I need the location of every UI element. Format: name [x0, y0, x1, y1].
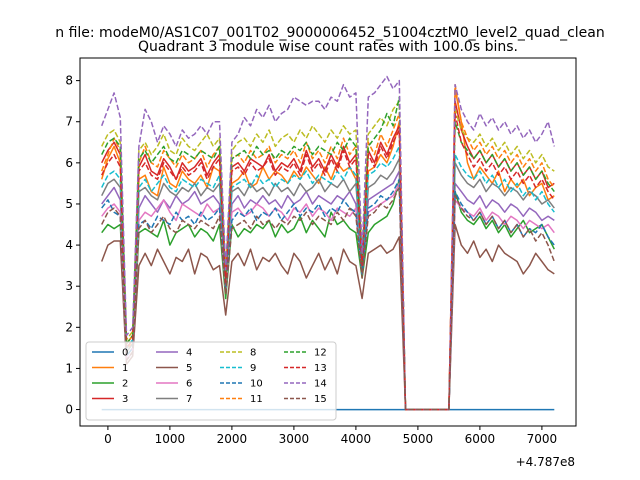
legend-label: 7: [186, 394, 192, 405]
series-line-11: [100, 83, 555, 411]
legend-label: 5: [186, 363, 192, 374]
x-tick-label: 5000: [403, 432, 434, 446]
x-tick-label: 4000: [341, 432, 372, 446]
series-line-5: [100, 223, 555, 411]
x-tick-label: 7000: [527, 432, 558, 446]
y-tick-label: 8: [65, 74, 73, 88]
series-layer: [100, 75, 556, 411]
x-axis: 0 1000 2000 3000 4000 5000 6000 7000: [104, 426, 557, 446]
legend-label: 9: [250, 363, 256, 374]
series-line-7: [101, 157, 555, 411]
legend-box: [85, 341, 337, 421]
y-tick-label: 4: [65, 238, 73, 252]
series-line-9: [101, 145, 555, 411]
x-tick-label: 3000: [279, 432, 310, 446]
y-tick-label: 7: [65, 115, 73, 129]
series-line-6: [101, 182, 555, 411]
x-tick-label: 1000: [155, 432, 186, 446]
series-line-4: [101, 170, 555, 411]
y-axis: 0 1 2 3 4 5 6 7 8: [65, 74, 80, 417]
legend-label: 14: [314, 379, 327, 390]
series-line-14: [100, 75, 556, 411]
x-offset-label: +4.787e8: [516, 455, 575, 469]
y-tick-label: 3: [65, 279, 73, 293]
x-tick-label: 6000: [465, 432, 496, 446]
legend-label: 11: [250, 394, 263, 405]
y-tick-label: 0: [65, 403, 73, 417]
legend-label: 13: [314, 363, 327, 374]
legend-label: 15: [314, 394, 327, 405]
chart-suptitle: n file: modeM0/AS1C07_001T02_9000006452_…: [55, 25, 604, 41]
series-line-15: [101, 186, 556, 411]
y-tick-label: 1: [65, 361, 73, 375]
x-tick-label: 2000: [217, 432, 248, 446]
y-tick-label: 5: [65, 197, 73, 211]
series-line-8: [101, 100, 555, 411]
legend-label: 0: [122, 348, 128, 359]
y-tick-label: 6: [65, 156, 73, 170]
chart-title: Quadrant 3 module wise count rates with …: [138, 39, 518, 55]
series-line-12: [101, 96, 555, 411]
legend-label: 2: [122, 379, 128, 390]
legend-label: 1: [122, 363, 128, 374]
legend-label: 12: [314, 348, 327, 359]
x-tick-label: 0: [104, 432, 112, 446]
series-line-1: [100, 88, 555, 411]
series-line-13: [101, 112, 555, 411]
legend-label: 10: [250, 379, 263, 390]
y-tick-label: 2: [65, 320, 73, 334]
legend-label: 3: [122, 394, 128, 405]
legend-label: 4: [186, 348, 192, 359]
legend-label: 6: [186, 379, 192, 390]
legend-label: 8: [250, 348, 256, 359]
axes-frame: [79, 57, 577, 427]
